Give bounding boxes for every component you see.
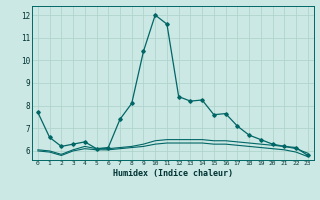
X-axis label: Humidex (Indice chaleur): Humidex (Indice chaleur): [113, 169, 233, 178]
